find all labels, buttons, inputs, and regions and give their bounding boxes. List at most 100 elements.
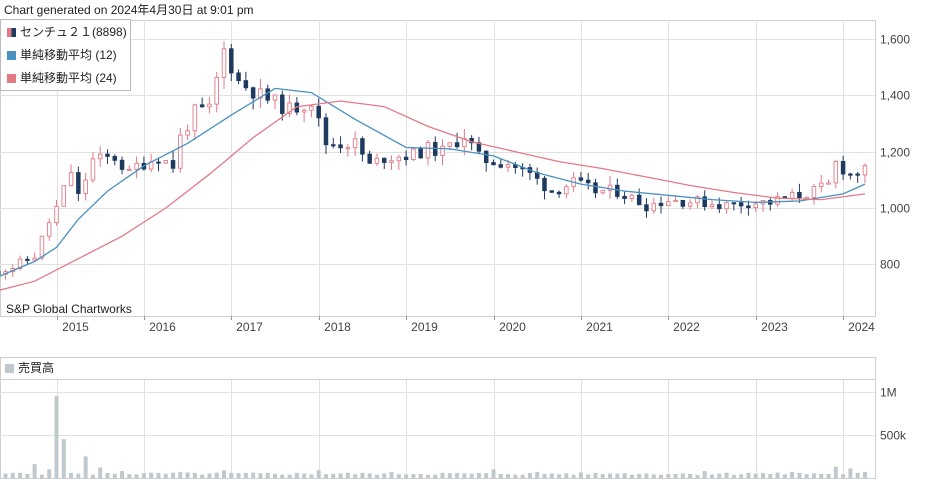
chart-legend: センチュ２１(8898) 単純移動平均 (12) 単純移動平均 (24) xyxy=(0,19,131,91)
candle-body-up xyxy=(505,164,511,168)
candlestick-series xyxy=(0,41,868,280)
candle xyxy=(272,94,278,110)
volume-bar xyxy=(3,473,8,478)
candle-body-up xyxy=(724,202,729,210)
volume-bar xyxy=(527,473,532,478)
volume-bar xyxy=(775,472,780,478)
candle xyxy=(775,192,780,207)
volume-bar xyxy=(862,471,867,478)
volume-bar xyxy=(731,474,736,478)
candle-body-up xyxy=(389,160,394,163)
price-tick-label: 1,000 xyxy=(880,202,910,216)
candle-body-down xyxy=(498,164,504,168)
volume-bar xyxy=(61,439,66,478)
volume-bar xyxy=(637,473,642,478)
candle-body-up xyxy=(396,156,402,162)
candle-body-up xyxy=(447,142,453,147)
candle-body-up xyxy=(789,191,795,199)
volume-bar xyxy=(797,472,802,478)
volume-bar xyxy=(629,474,634,478)
candle xyxy=(753,201,758,212)
candle xyxy=(425,140,431,166)
candle xyxy=(46,218,52,241)
volume-bar xyxy=(753,473,758,478)
candle-body-up xyxy=(753,203,758,209)
volume-bar xyxy=(47,469,52,478)
candle-body-up xyxy=(207,103,212,108)
year-tick-label: 2016 xyxy=(149,320,176,334)
candle-body-down xyxy=(360,138,365,155)
volume-bar xyxy=(331,473,336,478)
price-axis: 800 1,000 1,200 1,400 1,600 xyxy=(880,33,910,272)
candle-body-up xyxy=(287,102,292,114)
candle-body-down xyxy=(615,184,620,197)
candle-body-down xyxy=(578,177,584,181)
volume-bar xyxy=(608,473,613,478)
candle-body-down xyxy=(119,159,125,170)
candle-body-up xyxy=(352,138,358,149)
candle xyxy=(636,188,642,206)
candle-body-up xyxy=(272,94,278,101)
sma-12-line xyxy=(0,87,866,277)
candle-body-down xyxy=(658,202,664,207)
volume-bar xyxy=(768,473,773,478)
legend-item-sma24[interactable]: 単純移動平均 (24) xyxy=(7,69,117,86)
volume-bar xyxy=(302,473,307,478)
candle-body-down xyxy=(243,80,249,89)
candle xyxy=(25,256,30,265)
volume-bar xyxy=(542,473,547,478)
candle-body-up xyxy=(221,48,227,78)
candle xyxy=(658,196,664,214)
candle-body-down xyxy=(556,191,562,195)
candle xyxy=(287,94,292,118)
candle-body-up xyxy=(97,153,103,160)
volume-bar xyxy=(32,464,37,478)
candle-body-up xyxy=(600,189,606,194)
candle xyxy=(280,90,285,121)
volume-bar xyxy=(10,472,15,478)
candle xyxy=(520,163,525,177)
candle-body-up xyxy=(39,235,45,259)
volume-bar xyxy=(192,473,197,478)
candle xyxy=(483,150,489,172)
candle xyxy=(243,71,249,91)
candle xyxy=(389,155,394,170)
volume-bar xyxy=(469,473,474,478)
candle-body-down xyxy=(731,202,737,205)
candle-body-down xyxy=(542,177,547,192)
candle-body-up xyxy=(90,158,96,181)
candle-body-up xyxy=(68,172,74,187)
price-gridlines xyxy=(0,20,876,317)
candle-body-up xyxy=(185,130,190,136)
volume-bar xyxy=(833,466,838,478)
volume-bar xyxy=(345,472,350,478)
volume-bar xyxy=(549,473,554,478)
time-axis: 2015 2016 2017 2018 2019 2020 2021 2022 2023 2024 xyxy=(57,316,875,334)
candle-body-up xyxy=(819,182,824,188)
candle-body-down xyxy=(338,144,343,149)
volume-bar xyxy=(134,474,139,478)
volume-tick-label: 1M xyxy=(880,386,897,400)
candle xyxy=(746,200,751,216)
candle-body-down xyxy=(170,160,176,169)
candle xyxy=(440,138,445,166)
candle xyxy=(119,156,125,175)
year-tick-label: 2021 xyxy=(586,320,613,334)
legend-item-sma12[interactable]: 単純移動平均 (12) xyxy=(7,46,117,63)
volume-bar xyxy=(673,473,678,478)
volume-bar xyxy=(739,474,744,478)
candle xyxy=(593,178,598,199)
candle xyxy=(83,172,88,201)
candle xyxy=(90,152,96,183)
legend-item-price[interactable]: センチュ２１(8898) xyxy=(7,23,127,40)
chart-credit: S&P Global Chartworks xyxy=(6,302,132,316)
candle xyxy=(564,184,569,199)
volume-bar xyxy=(724,472,729,478)
candle xyxy=(163,160,168,164)
candle-body-up xyxy=(709,204,715,208)
candle xyxy=(105,149,110,164)
candle xyxy=(76,166,81,202)
volume-bar xyxy=(360,472,365,478)
volume-bar xyxy=(243,472,248,478)
volume-bar xyxy=(535,471,540,478)
